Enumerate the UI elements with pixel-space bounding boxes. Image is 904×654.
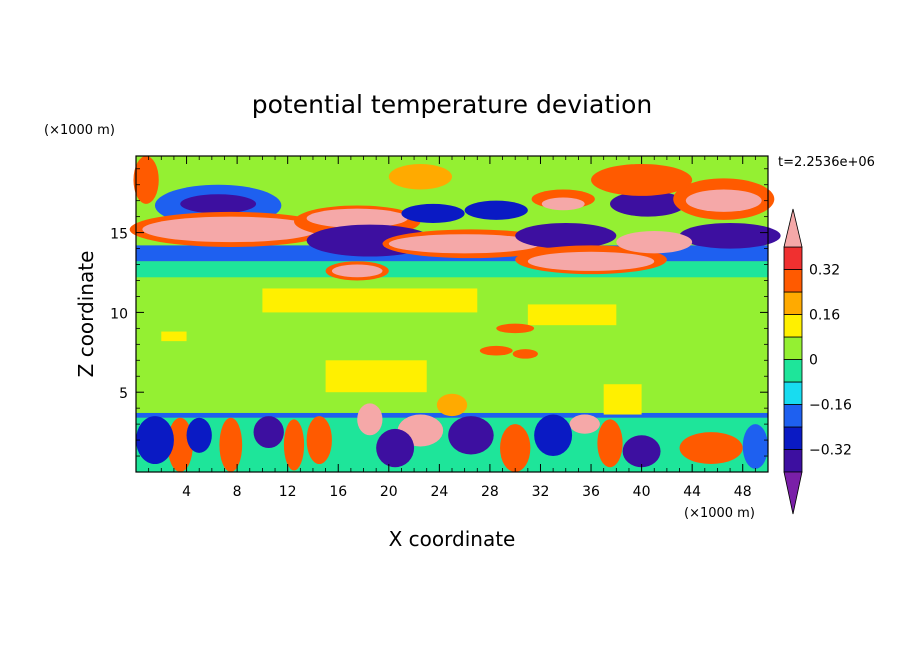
contour-region-41	[500, 424, 531, 472]
colorbar-swatch	[783, 381, 803, 405]
contour-region-33	[388, 163, 452, 190]
contour-region-19	[388, 234, 541, 254]
y-axis-label: Z coordinate	[74, 251, 98, 378]
x-tick-label: 12	[279, 484, 297, 500]
chart-title: potential temperature deviation	[252, 90, 652, 119]
contour-region-16	[401, 203, 465, 224]
contour-region-52	[742, 424, 768, 469]
colorbar-swatch	[783, 404, 803, 428]
contour-region-12	[142, 216, 320, 243]
contour-region-36	[219, 417, 243, 472]
x-tick-label: 16	[329, 484, 347, 500]
y-axis-ticks: 5 10 15	[110, 168, 768, 457]
contour-region-29	[616, 231, 693, 254]
colorbar-swatch	[783, 291, 803, 315]
y-tick-label: 5	[119, 386, 128, 402]
x-tick-label: 24	[430, 484, 448, 500]
contour-region-39	[357, 403, 383, 436]
x-tick-label: 44	[683, 484, 701, 500]
colorbar-swatch	[783, 269, 803, 293]
contour-band-1	[136, 261, 768, 278]
contour-region-48	[376, 428, 415, 468]
contour-region-47	[253, 416, 284, 449]
contour-band-8	[161, 331, 187, 342]
colorbar-swatch	[783, 336, 803, 360]
contour-band-5	[527, 304, 617, 326]
colorbar-tick-label: −0.32	[809, 443, 852, 459]
contour-region-10	[180, 194, 257, 214]
x-tick-label: 48	[734, 484, 752, 500]
x-tick-label: 20	[380, 484, 398, 500]
contour-band-6	[325, 360, 427, 393]
contour-region-23	[610, 191, 686, 217]
colorbar-swatch	[783, 449, 803, 473]
contour-region-28	[527, 251, 655, 271]
contour-region-43	[597, 419, 623, 468]
y-tick-label: 10	[110, 306, 128, 322]
x-axis-label: X coordinate	[389, 527, 516, 551]
colorbar-swatch	[783, 314, 803, 338]
contour-region-35	[167, 417, 193, 472]
contour-field	[129, 156, 781, 472]
contour-region-56	[512, 349, 538, 359]
x-tick-label: 28	[481, 484, 499, 500]
y-tick-label: 15	[110, 227, 128, 243]
contour-region-17	[464, 200, 528, 220]
colorbar-tick-label: −0.16	[809, 398, 852, 414]
contour-region-42	[569, 414, 600, 434]
contour-region-50	[534, 414, 573, 457]
contour-region-34	[133, 156, 159, 204]
contour-region-20	[515, 223, 617, 249]
contour-region-44	[679, 432, 743, 465]
contour-region-31	[331, 264, 383, 278]
contour-region-53	[436, 393, 468, 417]
contour-region-51	[622, 435, 661, 468]
colorbar-swatch	[783, 246, 803, 270]
x-tick-label: 32	[532, 484, 550, 500]
contour-region-55	[496, 323, 535, 334]
x-tick-label: 36	[582, 484, 600, 500]
colorbar-extend-bottom	[783, 471, 803, 515]
colorbar-extend-top	[783, 208, 803, 248]
contour-region-22	[541, 197, 585, 211]
contour-region-46	[186, 417, 212, 453]
colorbar-tick-label: 0.32	[809, 263, 840, 279]
contour-band-4	[262, 288, 478, 313]
x-unit-label: (×1000 m)	[684, 506, 755, 521]
contour-region-49	[448, 416, 494, 455]
contour-region-37	[283, 419, 305, 471]
colorbar: 0.32 0.16 0 −0.16 −0.32	[783, 208, 852, 515]
contour-region-25	[685, 189, 762, 212]
colorbar-tick-label: 0	[809, 353, 818, 369]
contour-region-26	[679, 223, 781, 249]
colorbar-swatch	[783, 426, 803, 450]
time-label: t=2.2536e+06	[778, 155, 875, 170]
contour-region-38	[306, 416, 332, 465]
contour-band-7	[603, 384, 642, 415]
y-unit-label: (×1000 m)	[44, 123, 115, 138]
contour-region-32	[591, 163, 693, 196]
x-tick-label: 40	[633, 484, 651, 500]
contour-region-45	[136, 416, 174, 465]
contour-region-54	[479, 345, 513, 356]
colorbar-tick-label: 0.16	[809, 308, 840, 324]
x-axis-ticks: 4 8 12 16 20 24 28 32 36 40 44 48	[148, 156, 756, 500]
x-tick-label: 8	[233, 484, 242, 500]
contour-region-14	[306, 208, 408, 228]
colorbar-swatch	[783, 359, 803, 383]
x-tick-label: 4	[182, 484, 191, 500]
